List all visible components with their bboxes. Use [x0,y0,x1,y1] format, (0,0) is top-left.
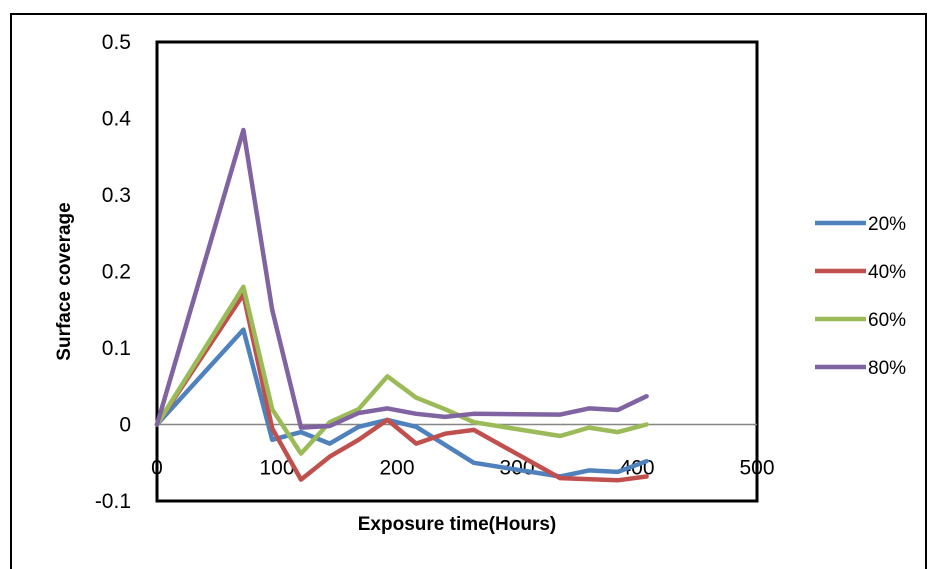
legend-label: 40% [868,262,906,283]
series-group [154,127,649,483]
x-tick-label: 0 [151,457,163,480]
y-tick-label: 0.1 [102,337,131,360]
y-axis-ticks: 0.5 0.4 0.3 0.2 0.1 0 -0.1 [95,31,131,513]
series-line-60pct [154,284,649,456]
y-tick-label: 0 [119,414,131,437]
legend: 20% 40% 60% 80% [815,214,906,379]
x-tick-label: 100 [259,457,294,480]
series-line-20pct [154,327,649,479]
series-line-80pct [154,127,649,430]
chart-frame [10,13,927,569]
y-tick-label: 0.4 [102,108,132,131]
y-tick-label: 0.3 [102,184,131,207]
y-axis-title: Surface coverage [54,202,75,360]
y-tick-label: 0.2 [102,261,131,284]
legend-label: 60% [868,310,906,331]
legend-label: 20% [868,214,906,235]
x-axis-title: Exposure time(Hours) [358,514,556,535]
series-line-40pct [154,292,649,483]
x-tick-label: 200 [379,457,414,480]
x-tick-label: 500 [739,457,774,480]
y-tick-label: -0.1 [95,490,131,513]
y-tick-label: 0.5 [102,31,131,54]
x-axis-ticks: 0 100 200 300 400 500 [151,457,774,480]
legend-label: 80% [868,358,906,379]
plot-area [155,40,759,503]
